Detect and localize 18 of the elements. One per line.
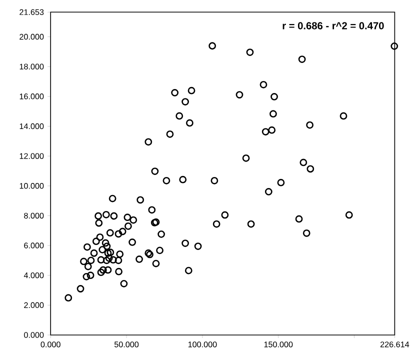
x-tick-label: 50.000 xyxy=(114,341,139,348)
y-tick-label: 18.000 xyxy=(20,64,44,70)
y-tick-label: 4.000 xyxy=(24,272,44,278)
x-tick-label: 150.000 xyxy=(264,341,293,348)
y-tick-label: 0.000 xyxy=(24,332,44,338)
y-tick-label: 21.653 xyxy=(20,9,44,15)
y-tick-label: 16.000 xyxy=(20,93,44,100)
y-tick-label: 2.000 xyxy=(24,302,44,308)
y-tick-label: 10.000 xyxy=(20,182,44,189)
y-tick-label: 8.000 xyxy=(24,212,44,218)
y-tick-label: 20.000 xyxy=(20,34,44,40)
y-tick-label: 14.000 xyxy=(20,123,44,129)
y-tick-label: 12.000 xyxy=(20,153,44,159)
x-tick-label: 226.614 xyxy=(380,341,410,348)
y-tick-label: 6.000 xyxy=(24,242,44,248)
x-tick-label: 100.000 xyxy=(188,341,217,348)
x-tick-label: 0.000 xyxy=(40,341,60,348)
annotation: r = 0.686 - r^2 = 0.470 xyxy=(282,22,384,30)
